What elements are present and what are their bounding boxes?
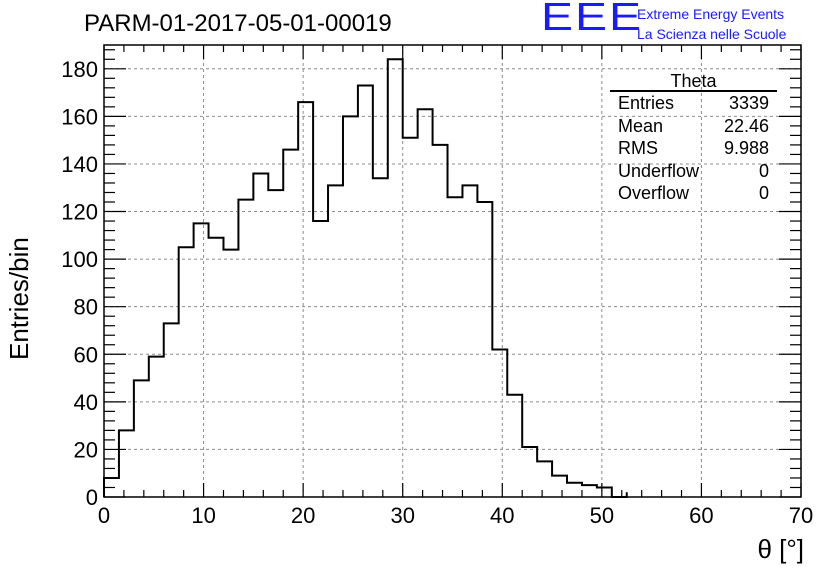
x-tick-label: 20 bbox=[291, 503, 315, 528]
logo-caption-line2: La Scienza nelle Scuole bbox=[637, 26, 787, 42]
stats-row-entries: Entries 3339 bbox=[610, 92, 777, 115]
stats-row-rms: RMS 9.988 bbox=[610, 137, 777, 160]
y-tick-label: 40 bbox=[74, 390, 98, 415]
y-axis-ticks: 0 20 40 60 80 100 120 140 160 180 bbox=[61, 49, 801, 510]
plot-frame bbox=[103, 44, 802, 498]
stats-row-overflow: Overflow 0 bbox=[610, 182, 777, 205]
chart-title: PARM-01-2017-05-01-00019 bbox=[84, 10, 392, 37]
x-axis-label: θ [°] bbox=[757, 534, 804, 564]
x-tick-label: 0 bbox=[98, 503, 110, 528]
x-tick-label: 50 bbox=[590, 503, 614, 528]
stats-value: 0 bbox=[758, 183, 769, 204]
stats-row-mean: Mean 22.46 bbox=[610, 115, 777, 138]
y-tick-label: 140 bbox=[61, 152, 98, 177]
stats-value: 22.46 bbox=[723, 115, 769, 136]
x-tick-label: 60 bbox=[689, 503, 713, 528]
stats-label: Entries bbox=[618, 93, 675, 113]
logo-caption: Extreme Energy Events La Scienza nelle S… bbox=[637, 4, 786, 44]
y-axis-label: Entries/bin bbox=[4, 237, 34, 360]
stats-label: Overflow bbox=[618, 183, 690, 204]
logo-caption-line1: Extreme Energy Events bbox=[637, 6, 785, 22]
y-tick-label: 120 bbox=[61, 200, 98, 225]
x-tick-label: 30 bbox=[390, 503, 414, 528]
y-tick-label: 100 bbox=[61, 247, 98, 272]
histogram-line bbox=[103, 58, 628, 498]
y-tick-label: 60 bbox=[74, 342, 98, 367]
stats-label: RMS bbox=[618, 138, 658, 159]
stats-title: Theta bbox=[610, 72, 777, 92]
stats-value: 9.988 bbox=[723, 138, 769, 159]
stats-value: 3339 bbox=[728, 93, 769, 113]
y-tick-label: 0 bbox=[86, 485, 98, 510]
grid-lines bbox=[104, 45, 801, 497]
x-axis-ticks: 0 10 20 30 40 50 60 70 bbox=[98, 45, 813, 528]
x-tick-label: 70 bbox=[789, 503, 813, 528]
stats-label: Mean bbox=[618, 115, 664, 136]
stats-row-underflow: Underflow 0 bbox=[610, 160, 777, 183]
y-tick-label: 20 bbox=[74, 437, 98, 462]
y-tick-label: 160 bbox=[61, 104, 98, 129]
y-tick-label: 180 bbox=[61, 57, 98, 82]
stats-box: Theta Entries 3339 Mean 22.46 RMS 9.988 … bbox=[610, 72, 777, 205]
stats-label: Underflow bbox=[618, 160, 700, 181]
x-tick-label: 40 bbox=[490, 503, 514, 528]
eee-logo: EEE bbox=[541, 0, 644, 39]
y-tick-label: 80 bbox=[74, 295, 98, 320]
stats-value: 0 bbox=[758, 160, 769, 181]
x-tick-label: 10 bbox=[191, 503, 215, 528]
